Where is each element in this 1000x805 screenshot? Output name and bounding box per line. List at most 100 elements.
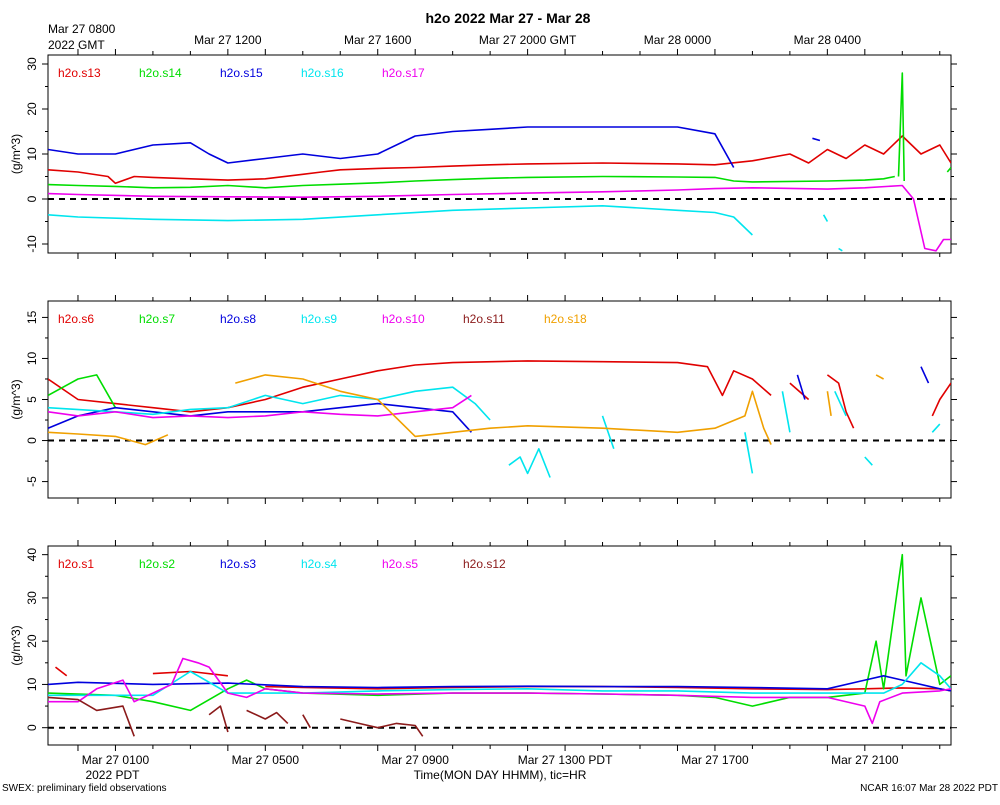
- series-line-h2o-s6: [826, 374, 855, 429]
- y-tick-label: 20: [25, 102, 39, 116]
- series-line-h2o-s1: [265, 685, 951, 692]
- y-axis-label: (g/m^3): [9, 379, 23, 419]
- pdt-tick-label: Mar 27 0100: [82, 753, 150, 767]
- panel-data: [48, 72, 951, 252]
- series-line-h2o-s4: [48, 662, 951, 697]
- series-line-h2o-s15: [48, 126, 735, 168]
- panel-data: [48, 360, 951, 478]
- legend-entry: h2o.s1: [58, 557, 94, 571]
- legend-entry: h2o.s15: [220, 66, 263, 80]
- y-tick-label: 10: [25, 351, 39, 365]
- y-tick-label: 40: [25, 548, 39, 562]
- series-line-h2o-s12: [48, 696, 135, 737]
- gmt-year-label: 2022 GMT: [48, 38, 105, 52]
- series-line-h2o-s13: [48, 135, 951, 185]
- y-axis-label: (g/m^3): [9, 625, 23, 665]
- gmt-tick-label: Mar 28 0000: [644, 33, 712, 47]
- series-line-h2o-s18: [235, 374, 772, 445]
- series-line-h2o-s16: [822, 214, 829, 222]
- series-line-h2o-s16: [838, 247, 843, 252]
- series-line-h2o-s18: [48, 431, 169, 446]
- gmt-tick-label: Mar 27 0800: [48, 22, 116, 36]
- legend-entry: h2o.s14: [139, 66, 182, 80]
- series-line-h2o-s6: [48, 360, 772, 413]
- legend-entry: h2o.s5: [382, 557, 418, 571]
- pdt-tick-label: Mar 27 0500: [232, 753, 300, 767]
- panel-1: -10 0 10 20 30 (g/m^3) h2o.s13 h2o.s14 h2o.s15 h2…: [9, 49, 957, 259]
- legend-entry: h2o.s2: [139, 557, 175, 571]
- panel-2: -5 0 5 10 15 (g/m^3) h2o.s6 h2o.s7 h2o.s8 h2o.s9 h…: [9, 295, 957, 504]
- series-line-h2o-s9: [48, 386, 491, 421]
- series-line-h2o-s7: [48, 374, 117, 409]
- panel-3: 0 10 20 30 40 (g/m^3) h2o.s1 h2o.s2 h2o.s3 h2o.s4…: [9, 540, 957, 751]
- y-tick-label: 15: [25, 310, 39, 324]
- series-line-h2o-s9: [601, 415, 615, 450]
- series-line-h2o-s14: [946, 166, 951, 173]
- legend-entry: h2o.s6: [58, 312, 94, 326]
- series-line-h2o-s6: [931, 382, 951, 417]
- x-axis-label: Time(MON DAY HHMM), tic=HR: [414, 768, 587, 782]
- pdt-tick-label: Mar 27 0900: [381, 753, 449, 767]
- legend-entry: h2o.s4: [301, 557, 337, 571]
- legend-entry: h2o.s11: [463, 312, 505, 326]
- footer-right: NCAR 16:07 Mar 28 2022 PDT: [860, 783, 998, 794]
- series-line-h2o-s9: [744, 432, 754, 474]
- legend-entry: h2o.s3: [220, 557, 256, 571]
- series-line-h2o-s5: [48, 657, 951, 725]
- legend-entry: h2o.s16: [301, 66, 344, 80]
- series-line-h2o-s9: [931, 423, 941, 433]
- series-line-h2o-s8: [796, 374, 806, 400]
- y-tick-label: 10: [25, 677, 39, 691]
- y-tick-label: 0: [25, 724, 39, 731]
- y-tick-label: -10: [25, 235, 39, 253]
- series-line-h2o-s14: [897, 72, 905, 182]
- y-tick-label: 0: [25, 195, 39, 202]
- y-tick-label: 0: [25, 437, 39, 444]
- series-line-h2o-s8: [48, 402, 472, 433]
- legend-entry: h2o.s9: [301, 312, 337, 326]
- series-line-h2o-s9: [834, 390, 847, 417]
- series-line-h2o-s18: [826, 391, 832, 417]
- pdt-tick-label: Mar 27 1700: [681, 753, 749, 767]
- footer-left: SWEX: preliminary field observations: [2, 783, 167, 794]
- legend-entry: h2o.s8: [220, 312, 256, 326]
- legend-entry: h2o.s18: [544, 312, 587, 326]
- series-line-h2o-s10: [48, 394, 472, 419]
- series-line-h2o-s9: [864, 456, 873, 466]
- pdt-year-label: 2022 PDT: [85, 768, 140, 782]
- legend-entry: h2o.s12: [463, 557, 506, 571]
- legend-entry: h2o.s13: [58, 66, 101, 80]
- legend-entry: h2o.s10: [382, 312, 425, 326]
- y-axis-label: (g/m^3): [9, 134, 23, 174]
- pdt-tick-label: Mar 27 1300 PDT: [518, 753, 613, 767]
- series-line-h2o-s6: [789, 382, 810, 401]
- y-tick-label: 10: [25, 147, 39, 161]
- legend-entry: h2o.s17: [382, 66, 425, 80]
- series-line-h2o-s12: [208, 705, 229, 733]
- series-line-h2o-s16: [48, 205, 753, 236]
- panel-frame: [47, 54, 952, 254]
- y-tick-label: -5: [25, 476, 39, 487]
- y-tick-label: 5: [25, 396, 39, 403]
- pdt-time-axis: Mar 27 0100 Mar 27 0500 Mar 27 0900 Mar 27 …: [82, 753, 899, 782]
- panel-frame: [47, 545, 952, 746]
- y-tick-label: 30: [25, 591, 39, 605]
- gmt-tick-label: Mar 28 0400: [794, 33, 862, 47]
- gmt-tick-label: Mar 27 1600: [344, 33, 412, 47]
- series-line-h2o-s12: [246, 709, 289, 724]
- series-line-h2o-s12: [340, 718, 424, 737]
- chart-title: h2o 2022 Mar 27 - Mar 28: [426, 10, 591, 26]
- series-line-h2o-s8: [920, 366, 930, 384]
- series-line-h2o-s1: [55, 666, 68, 677]
- gmt-tick-label: Mar 27 1200: [194, 33, 262, 47]
- series-line-h2o-s9: [508, 448, 551, 478]
- y-tick-label: 30: [25, 57, 39, 71]
- panel-data: [48, 553, 951, 737]
- series-line-h2o-s15: [812, 137, 821, 142]
- series-line-h2o-s3: [48, 675, 951, 692]
- legend-entry: h2o.s7: [139, 312, 175, 326]
- series-line-h2o-s12: [302, 714, 311, 729]
